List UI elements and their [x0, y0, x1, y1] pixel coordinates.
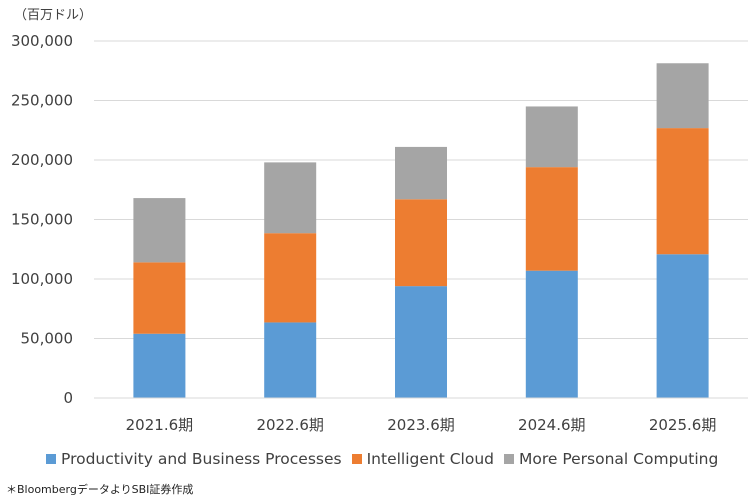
- y-tick-label: 50,000: [21, 330, 74, 348]
- y-tick-label: 100,000: [11, 270, 73, 288]
- legend-item-intelligent-cloud: Intelligent Cloud: [351, 450, 494, 468]
- legend-item-productivity: Productivity and Business Processes: [46, 450, 342, 468]
- legend: Productivity and Business Processes Inte…: [46, 450, 728, 468]
- legend-swatch-intelligent-cloud: [351, 454, 362, 464]
- legend-label-productivity: Productivity and Business Processes: [61, 450, 342, 468]
- legend-item-more-personal-computing: More Personal Computing: [504, 450, 718, 468]
- bar-segment-intelligent-cloud: [656, 128, 709, 255]
- bar-segment-intelligent-cloud: [133, 262, 186, 334]
- stacked-bar-chart: 0 50,000 100,000 150,000 200,000 250,000 300,0…: [11, 32, 748, 434]
- bar-segment-productivity: [264, 322, 317, 398]
- bar-segment-productivity: [395, 286, 447, 398]
- bar-segment-more-personal-computing: [133, 198, 186, 263]
- bar-segment-productivity: [656, 254, 709, 398]
- y-tick-label: 250,000: [11, 92, 73, 110]
- bar-segment-more-personal-computing: [525, 106, 578, 168]
- x-tick-label: 2022.6期: [256, 416, 324, 434]
- bar-segment-intelligent-cloud: [395, 199, 447, 287]
- legend-label-more-personal-computing: More Personal Computing: [519, 450, 719, 468]
- y-tick-label: 200,000: [11, 151, 73, 169]
- x-tick-label: 2025.6期: [649, 416, 717, 434]
- bar-segment-productivity: [525, 270, 578, 398]
- source-note: ＊BloombergデータよりSBI証券作成: [6, 483, 194, 496]
- bar-segment-intelligent-cloud: [525, 167, 578, 271]
- y-tick-label: 150,000: [11, 211, 73, 229]
- bar-segment-more-personal-computing: [264, 162, 317, 234]
- y-tick-label: 300,000: [11, 32, 73, 50]
- x-tick-label: 2021.6期: [126, 416, 194, 434]
- bar-segment-more-personal-computing: [656, 63, 709, 129]
- x-tick-label: 2024.6期: [518, 416, 586, 434]
- legend-swatch-more-personal-computing: [504, 454, 514, 464]
- bar-segment-productivity: [133, 333, 186, 398]
- bar-segment-intelligent-cloud: [264, 233, 317, 323]
- legend-swatch-productivity: [46, 454, 56, 464]
- bar-segment-more-personal-computing: [395, 146, 447, 200]
- x-tick-label: 2023.6期: [387, 416, 455, 434]
- y-axis-unit-label: （百万ドル）: [14, 8, 93, 23]
- legend-label-intelligent-cloud: Intelligent Cloud: [366, 450, 494, 468]
- y-tick-label: 0: [63, 389, 73, 407]
